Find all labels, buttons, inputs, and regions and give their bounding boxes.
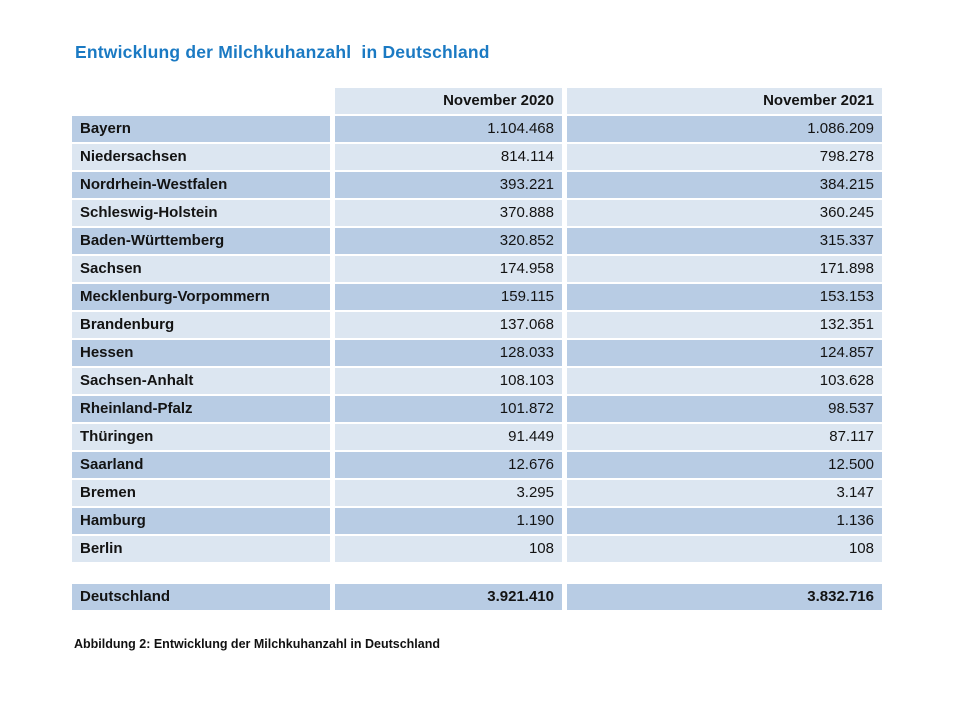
table-row: Baden-Württemberg 320.852 315.337 (72, 228, 882, 254)
state-column-header-empty (72, 88, 330, 114)
value-2020-cell: 91.449 (335, 424, 562, 450)
table-row: Sachsen-Anhalt 108.103 103.628 (72, 368, 882, 394)
state-cell: Sachsen-Anhalt (72, 368, 330, 394)
value-2020-cell: 159.115 (335, 284, 562, 310)
table-row: Bremen 3.295 3.147 (72, 480, 882, 506)
column-header-november-2021: November 2021 (567, 88, 882, 114)
state-cell: Niedersachsen (72, 144, 330, 170)
milk-cow-table: November 2020 November 2021 Bayern 1.104… (72, 88, 882, 612)
state-cell: Sachsen (72, 256, 330, 282)
table-row: Niedersachsen 814.114 798.278 (72, 144, 882, 170)
table-row: Sachsen 174.958 171.898 (72, 256, 882, 282)
value-2021-cell: 124.857 (567, 340, 882, 366)
state-cell: Baden-Württemberg (72, 228, 330, 254)
table-row: Brandenburg 137.068 132.351 (72, 312, 882, 338)
table-row: Saarland 12.676 12.500 (72, 452, 882, 478)
table-row: Berlin 108 108 (72, 536, 882, 562)
state-cell: Rheinland-Pfalz (72, 396, 330, 422)
value-2020-cell: 108 (335, 536, 562, 562)
value-2021-cell: 1.136 (567, 508, 882, 534)
value-2020-cell: 320.852 (335, 228, 562, 254)
value-2021-cell: 103.628 (567, 368, 882, 394)
value-2020-cell: 101.872 (335, 396, 562, 422)
value-2021-cell: 3.147 (567, 480, 882, 506)
value-2020-cell: 814.114 (335, 144, 562, 170)
state-cell: Thüringen (72, 424, 330, 450)
table-body: Bayern 1.104.468 1.086.209 Niedersachsen… (72, 116, 882, 562)
state-cell: Schleswig-Holstein (72, 200, 330, 226)
value-2020-cell: 370.888 (335, 200, 562, 226)
column-header-november-2020: November 2020 (335, 88, 562, 114)
table-row: Schleswig-Holstein 370.888 360.245 (72, 200, 882, 226)
value-2021-cell: 153.153 (567, 284, 882, 310)
table-row: Nordrhein-Westfalen 393.221 384.215 (72, 172, 882, 198)
state-cell: Hessen (72, 340, 330, 366)
state-cell: Berlin (72, 536, 330, 562)
value-2021-cell: 798.278 (567, 144, 882, 170)
value-2021-cell: 1.086.209 (567, 116, 882, 142)
value-2020-cell: 1.190 (335, 508, 562, 534)
value-2021-cell: 360.245 (567, 200, 882, 226)
value-2021-cell: 108 (567, 536, 882, 562)
state-cell: Mecklenburg-Vorpommern (72, 284, 330, 310)
page-title: Entwicklung der Milchkuhanzahl in Deutsc… (75, 42, 490, 62)
table-row: Hamburg 1.190 1.136 (72, 508, 882, 534)
value-2021-cell: 12.500 (567, 452, 882, 478)
table-row: Thüringen 91.449 87.117 (72, 424, 882, 450)
value-2020-cell: 12.676 (335, 452, 562, 478)
value-2020-cell: 128.033 (335, 340, 562, 366)
state-cell: Hamburg (72, 508, 330, 534)
state-cell: Bayern (72, 116, 330, 142)
table-row: Hessen 128.033 124.857 (72, 340, 882, 366)
table-row: Mecklenburg-Vorpommern 159.115 153.153 (72, 284, 882, 310)
value-2020-cell: 1.104.468 (335, 116, 562, 142)
table-header-row: November 2020 November 2021 (72, 88, 882, 114)
state-cell: Bremen (72, 480, 330, 506)
value-2021-cell: 87.117 (567, 424, 882, 450)
value-2020-cell: 3.295 (335, 480, 562, 506)
value-2020-cell: 108.103 (335, 368, 562, 394)
figure-caption: Abbildung 2: Entwicklung der Milchkuhanz… (74, 637, 440, 651)
value-2020-cell: 174.958 (335, 256, 562, 282)
value-2021-cell: 315.337 (567, 228, 882, 254)
value-2020-cell: 393.221 (335, 172, 562, 198)
total-row: Deutschland 3.921.410 3.832.716 (72, 584, 882, 610)
total-2020-cell: 3.921.410 (335, 584, 562, 610)
total-2021-cell: 3.832.716 (567, 584, 882, 610)
state-cell: Nordrhein-Westfalen (72, 172, 330, 198)
value-2021-cell: 384.215 (567, 172, 882, 198)
table-row: Rheinland-Pfalz 101.872 98.537 (72, 396, 882, 422)
state-cell: Saarland (72, 452, 330, 478)
table-row: Bayern 1.104.468 1.086.209 (72, 116, 882, 142)
state-cell: Brandenburg (72, 312, 330, 338)
value-2020-cell: 137.068 (335, 312, 562, 338)
value-2021-cell: 132.351 (567, 312, 882, 338)
value-2021-cell: 171.898 (567, 256, 882, 282)
value-2021-cell: 98.537 (567, 396, 882, 422)
total-label-cell: Deutschland (72, 584, 330, 610)
